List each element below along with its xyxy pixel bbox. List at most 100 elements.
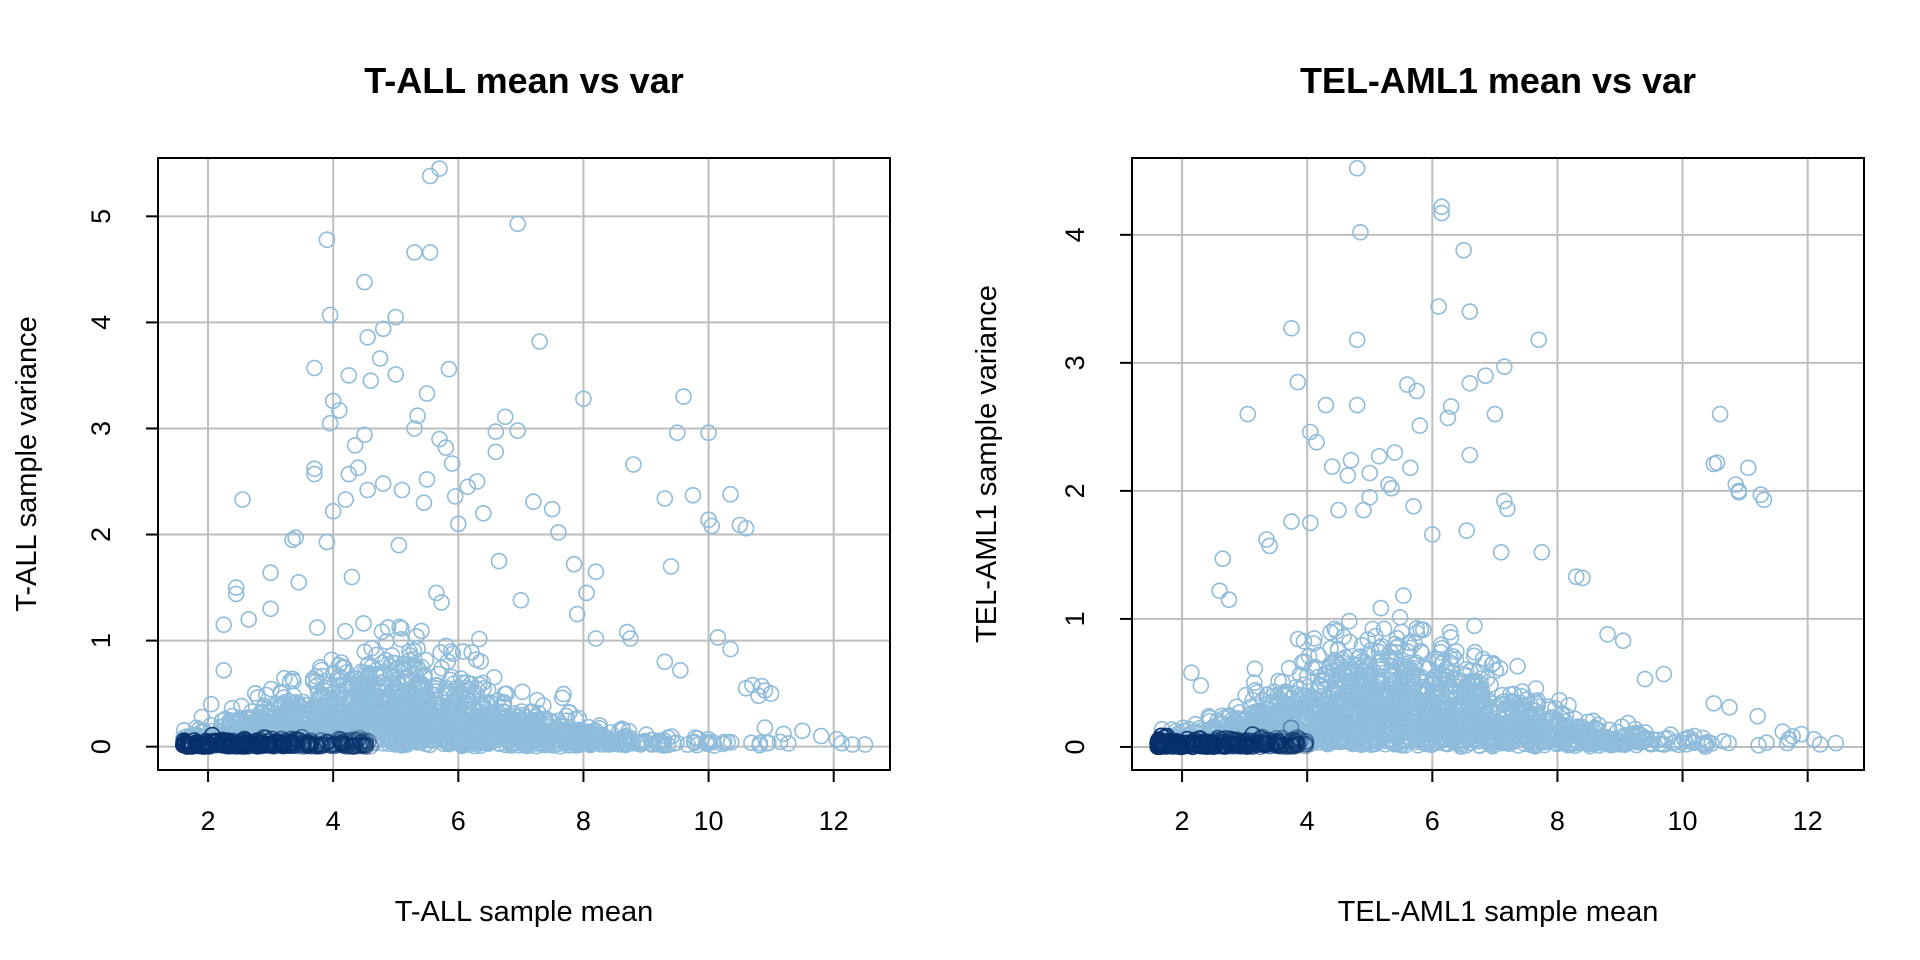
data-point xyxy=(1297,735,1315,753)
data-point xyxy=(1297,732,1315,750)
data-point xyxy=(1288,735,1306,753)
data-point xyxy=(430,665,447,683)
data-point xyxy=(447,679,465,697)
data-point xyxy=(1705,695,1723,712)
data-point xyxy=(471,735,488,752)
data-point xyxy=(1398,376,1416,393)
data-point xyxy=(1477,367,1494,385)
data-point xyxy=(1721,698,1738,716)
data-point xyxy=(421,167,439,185)
data-point xyxy=(421,244,439,261)
data-point xyxy=(351,737,369,755)
data-point xyxy=(449,515,467,533)
data-point xyxy=(228,735,245,753)
data-point xyxy=(335,737,352,754)
data-point xyxy=(1274,729,1291,747)
data-point xyxy=(337,491,355,508)
data-point xyxy=(1292,731,1310,749)
data-point xyxy=(1755,491,1773,509)
data-point xyxy=(1214,550,1232,568)
data-point xyxy=(270,709,288,727)
data-point xyxy=(1192,736,1210,753)
data-point xyxy=(1505,693,1523,710)
data-point xyxy=(1295,676,1313,694)
data-point xyxy=(1448,643,1465,660)
data-point xyxy=(257,736,275,754)
data-point xyxy=(1655,665,1673,683)
data-point xyxy=(1322,623,1339,641)
data-point xyxy=(300,737,317,755)
data-point xyxy=(1486,731,1503,748)
data-point xyxy=(1214,736,1232,753)
data-point xyxy=(227,585,245,603)
data-point xyxy=(419,726,437,744)
data-point xyxy=(1680,729,1698,746)
data-point xyxy=(336,622,354,640)
data-point xyxy=(522,703,540,721)
data-point xyxy=(1327,672,1344,690)
data-point xyxy=(349,679,367,697)
data-point xyxy=(1455,241,1472,259)
data-point xyxy=(329,670,346,687)
data-point xyxy=(390,536,408,554)
data-point xyxy=(1730,483,1748,501)
data-point xyxy=(1499,500,1516,518)
data-point xyxy=(1231,737,1249,755)
data-point xyxy=(216,710,234,728)
x-axis-label: TEL-AML1 sample mean xyxy=(1338,896,1659,928)
data-point xyxy=(1433,198,1451,215)
data-point xyxy=(587,630,605,647)
data-point xyxy=(771,733,789,751)
y-tick-label: 0 xyxy=(1060,739,1090,754)
data-point xyxy=(1286,732,1304,750)
data-point xyxy=(1220,591,1238,609)
data-point xyxy=(1567,568,1585,586)
data-point xyxy=(553,689,571,707)
data-point xyxy=(1283,513,1300,530)
data-point xyxy=(1433,655,1451,672)
x-tick-label: 8 xyxy=(1550,806,1565,836)
data-point xyxy=(324,502,342,520)
data-point xyxy=(1339,467,1357,484)
data-point xyxy=(1342,674,1360,691)
data-point xyxy=(1484,654,1502,672)
data-point xyxy=(1374,700,1392,718)
data-point xyxy=(1455,665,1473,683)
data-point xyxy=(1391,608,1409,626)
data-point xyxy=(392,730,409,748)
data-point xyxy=(668,424,686,442)
data-point xyxy=(1379,647,1397,665)
data-point xyxy=(359,481,376,499)
data-point xyxy=(1279,697,1296,715)
data-point xyxy=(1395,658,1412,675)
data-point xyxy=(1389,637,1407,655)
data-point xyxy=(1393,711,1410,729)
data-point xyxy=(500,716,517,734)
data-point xyxy=(1411,417,1429,434)
data-point xyxy=(400,699,417,717)
data-point xyxy=(1423,526,1441,543)
data-point xyxy=(1288,731,1305,749)
data-point xyxy=(318,231,336,248)
data-point xyxy=(378,633,395,650)
data-point xyxy=(750,687,767,705)
data-point xyxy=(1492,716,1509,733)
data-point xyxy=(357,732,375,749)
data-point xyxy=(1168,737,1185,755)
data-point xyxy=(1296,653,1313,671)
data-point xyxy=(434,710,451,728)
data-point xyxy=(376,704,394,722)
data-point xyxy=(1370,447,1388,465)
data-point xyxy=(1287,736,1304,754)
data-point xyxy=(1530,331,1548,349)
data-point xyxy=(340,465,358,483)
data-point xyxy=(1495,358,1513,376)
data-point xyxy=(487,443,505,461)
data-point xyxy=(514,683,531,701)
data-point xyxy=(342,679,360,697)
data-point xyxy=(1287,735,1305,753)
data-point xyxy=(437,637,455,655)
data-point xyxy=(324,392,342,410)
data-point xyxy=(1283,319,1300,337)
